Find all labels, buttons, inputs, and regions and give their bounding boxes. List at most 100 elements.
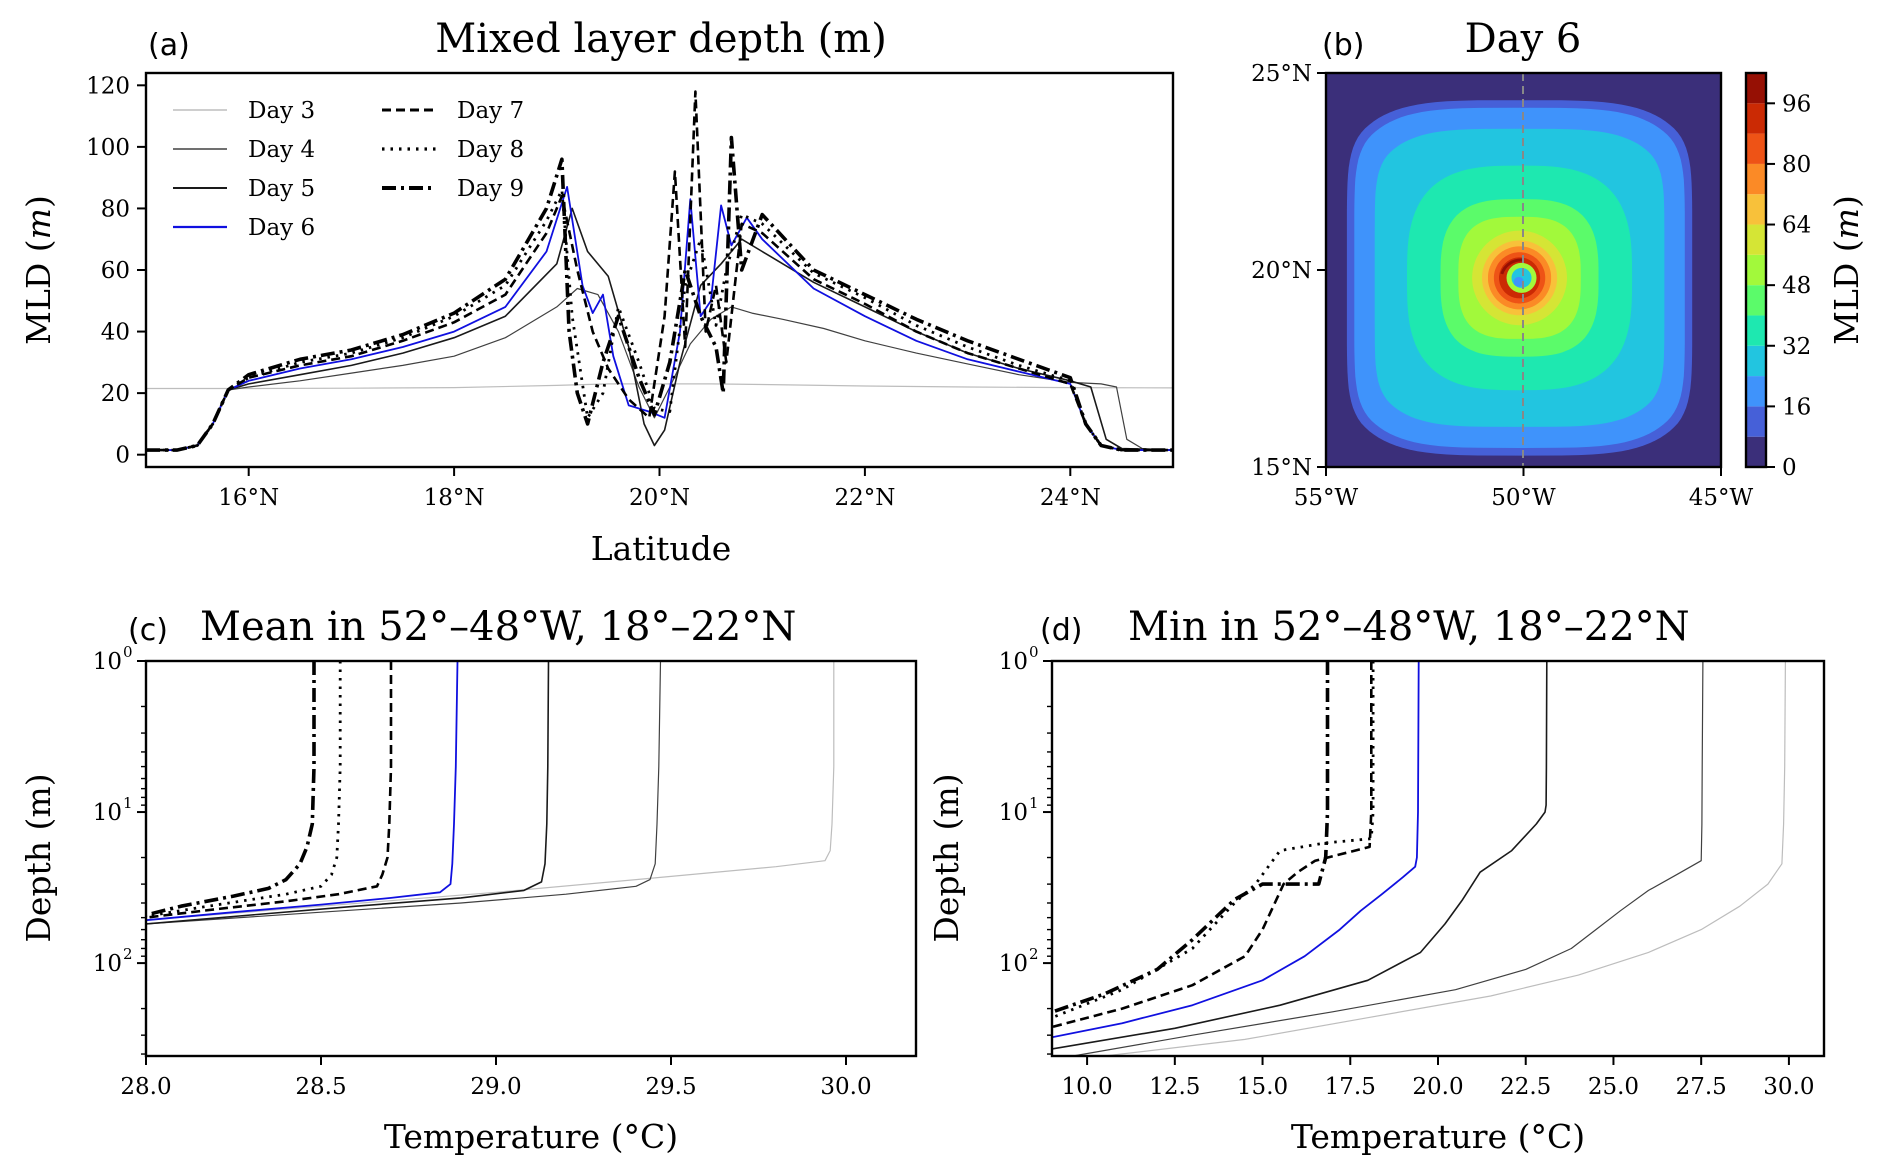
x-tick-label: 50°W <box>1491 485 1556 511</box>
series-line-day-4 <box>1072 661 1704 1056</box>
series-line-day-5 <box>146 207 1173 451</box>
series-line-day-8 <box>1052 661 1375 1020</box>
panel-c-x-label: Temperature (°C) <box>384 1117 678 1156</box>
y-tick-label: 15°N <box>1251 455 1312 481</box>
panel-a-x-ticks: 16°N 18°N 20°N 22°N 24°N <box>218 467 1101 511</box>
panel-a-mld-latitude: (a) Mixed layer depth (m) 16°N 18°N 20°N 22… <box>19 16 1175 568</box>
colorbar-swatch-0 <box>1746 436 1766 467</box>
panel-c-axes <box>144 659 918 1058</box>
series-line-day-6 <box>146 186 1173 451</box>
colorbar-swatch-72 <box>1746 163 1766 195</box>
colorbar-swatch-56 <box>1746 224 1766 255</box>
y-tick-label: 10 <box>93 951 122 977</box>
x-tick-label: 10.0 <box>1061 1074 1112 1100</box>
legend-item-day-4: Day 4 <box>173 137 315 163</box>
panel-d-min-profile: (d) Min in 52°–48°W, 18°–22°N 10.0 12.5 15… <box>927 604 1826 1156</box>
x-tick-label: 28.0 <box>120 1074 171 1100</box>
x-tick-label: 12.5 <box>1149 1074 1200 1100</box>
colorbar-swatch-32 <box>1746 315 1766 346</box>
cbar-label-mld: MLD ( <box>1827 239 1866 345</box>
panel-a-title: Mixed layer depth (m) <box>435 16 887 62</box>
x-tick-label: 27.5 <box>1676 1074 1727 1100</box>
series-line-day-6 <box>146 661 459 922</box>
legend-item-day-9: Day 9 <box>382 176 524 202</box>
colorbar-swatch-40 <box>1746 285 1766 316</box>
panel-c-y-label: Depth (m) <box>19 773 58 942</box>
colorbar-swatch-80 <box>1746 133 1766 164</box>
series-line-day-3 <box>146 383 1173 390</box>
colorbar-swatch-48 <box>1746 254 1766 286</box>
y-tick-label: 0 <box>115 443 130 469</box>
x-tick-label: 30.0 <box>820 1074 871 1100</box>
colorbar-swatch-96 <box>1746 73 1766 104</box>
legend-label: Day 8 <box>457 137 524 163</box>
series-line-day-7 <box>1052 661 1373 1029</box>
panel-b-title: Day 6 <box>1465 16 1582 62</box>
panel-b-label: (b) <box>1322 28 1364 63</box>
y-tick-exponent: 0 <box>123 643 133 661</box>
panel-d-series <box>1052 661 1786 1056</box>
series-line-day-5 <box>146 661 550 925</box>
colorbar-tick-label: 0 <box>1782 455 1797 481</box>
y-tick-label: 10 <box>999 800 1028 826</box>
x-tick-label: 20.0 <box>1412 1074 1463 1100</box>
legend-item-day-5: Day 5 <box>173 176 315 202</box>
panel-a-label: (a) <box>148 28 190 63</box>
colorbar-swatch-8 <box>1746 406 1766 437</box>
panel-a-y-label: MLD (m) <box>19 195 58 345</box>
colorbar-tick-label: 64 <box>1782 213 1811 239</box>
x-tick-label: 15.0 <box>1237 1074 1288 1100</box>
panel-c-mean-profile: (c) Mean in 52°–48°W, 18°–22°N 28.0 28.5 2… <box>19 604 918 1156</box>
panel-b-x-ticks: 55°W 50°W 45°W <box>1294 467 1754 511</box>
y-tick-exponent: 1 <box>1029 794 1039 812</box>
y-tick-exponent: 0 <box>1029 643 1039 661</box>
colorbar-swatch-16 <box>1746 376 1766 407</box>
y-tick-label: 10 <box>999 649 1028 675</box>
y-tick-label: 10 <box>93 649 122 675</box>
colorbar-label: MLD (m) <box>1827 195 1866 345</box>
panel-c-title: Mean in 52°–48°W, 18°–22°N <box>200 604 796 650</box>
series-line-day-8 <box>146 661 342 918</box>
panel-b-colorbar: 0 16 32 48 64 80 96 <box>1744 71 1811 481</box>
eye-arc <box>1500 258 1524 275</box>
legend-label: Day 5 <box>248 176 315 202</box>
panel-a-legend: Day 3 Day 4 Day 5 Day 6 Day 7 Day 8 Day 9 <box>173 98 524 241</box>
series-line-day-4 <box>146 661 662 925</box>
series-line-day-3 <box>146 661 835 921</box>
y-tick-label: 40 <box>101 320 130 346</box>
legend-label: Day 6 <box>248 215 315 241</box>
x-tick-label: 28.5 <box>295 1074 346 1100</box>
x-tick-label: 20°N <box>629 485 690 511</box>
panel-d-x-label: Temperature (°C) <box>1291 1117 1585 1156</box>
eye-center <box>1513 276 1524 287</box>
x-tick-label: 25.0 <box>1588 1074 1639 1100</box>
x-tick-label: 17.5 <box>1325 1074 1376 1100</box>
colorbar-tick-label: 96 <box>1782 91 1811 117</box>
panel-a-x-label: Latitude <box>591 529 732 568</box>
panel-d-y-label: Depth (m) <box>927 773 966 942</box>
x-tick-label: 45°W <box>1689 485 1754 511</box>
y-tick-label: 60 <box>101 258 130 284</box>
cbar-label-unit: m <box>1827 208 1866 239</box>
panel-b-y-ticks: 15°N 20°N 25°N <box>1251 61 1326 481</box>
series-line-day-7 <box>146 90 1173 452</box>
y-tick-label: 20°N <box>1251 258 1312 284</box>
legend-label: Day 7 <box>457 98 524 124</box>
colorbar-frame <box>1744 71 1768 469</box>
legend-label: Day 9 <box>457 176 524 202</box>
legend-item-day-8: Day 8 <box>382 137 524 163</box>
legend-item-day-3: Day 3 <box>173 98 315 124</box>
x-tick-label: 29.5 <box>645 1074 696 1100</box>
cbar-label-close: ) <box>1827 195 1866 208</box>
y-label-unit: m <box>19 208 58 239</box>
series-line-day-9 <box>146 661 316 917</box>
y-tick-label: 10 <box>93 800 122 826</box>
series-line-day-9 <box>1052 661 1330 1014</box>
x-tick-label: 18°N <box>424 485 485 511</box>
y-tick-label: 120 <box>86 73 130 99</box>
panel-c-series <box>146 661 835 925</box>
legend-label: Day 4 <box>248 137 315 163</box>
y-tick-exponent: 2 <box>1029 945 1039 963</box>
